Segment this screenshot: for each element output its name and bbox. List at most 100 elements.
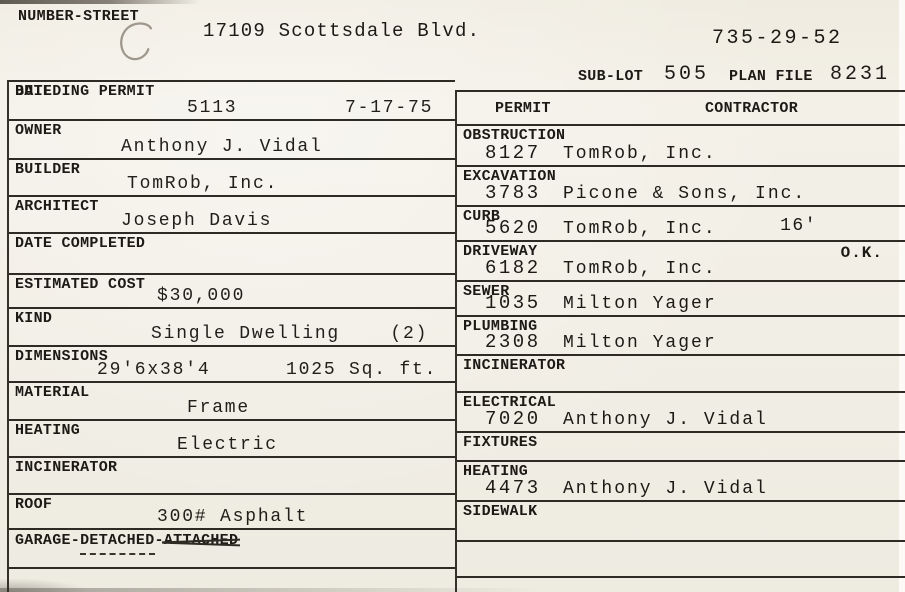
sublot-planfile-row: SUB-LOT 505 PLAN FILE 8231 xyxy=(0,63,905,89)
file-number: 735-29-52 xyxy=(712,27,843,50)
sub-lot-label: SUB-LOT xyxy=(578,68,644,85)
row-kind: KIND Single Dwelling (2) xyxy=(9,307,455,345)
scan-corner-smudge xyxy=(0,578,90,592)
row-curb: CURB 5620 TomRob, Inc. 16' xyxy=(457,205,905,240)
number-street-label: NUMBER-STREET xyxy=(18,8,139,25)
row-garage: GARAGE-DETACHED-ATTACHED xyxy=(9,528,455,567)
kind-value: Single Dwelling (2) xyxy=(151,324,429,344)
sewer-label: SEWER xyxy=(463,283,510,300)
row-estimated-cost: ESTIMATED COST $30,000 xyxy=(9,273,455,307)
left-column: BUILDING PERMIT DATE 5113 7-17-75 OWNER … xyxy=(7,80,455,592)
contractor-column-header: CONTRACTOR xyxy=(705,100,799,117)
row-fixtures: FIXTURES xyxy=(457,431,905,460)
material-value: Frame xyxy=(187,398,251,418)
heating-value: Electric xyxy=(177,435,278,455)
heating-label: HEATING xyxy=(15,422,81,439)
row-right-spacer xyxy=(457,576,905,592)
row-obstruction: OBSTRUCTION 8127 TomRob, Inc. xyxy=(457,124,905,165)
driveway-permit-number: 6182 xyxy=(485,257,541,279)
date-label: DATE xyxy=(15,83,53,100)
plumbing-contractor: Milton Yager xyxy=(563,333,717,353)
roof-value: 300# Asphalt xyxy=(157,507,309,527)
electrical-permit-number: 7020 xyxy=(485,408,541,430)
permit-date-value: 7-17-75 xyxy=(345,98,434,118)
row-driveway: DRIVEWAY 6182 TomRob, Inc. O.K. xyxy=(457,240,905,280)
estimated-cost-value: $30,000 xyxy=(157,286,246,306)
driveway-contractor: TomRob, Inc. xyxy=(563,259,717,279)
handwritten-c-mark xyxy=(120,22,152,61)
row-sidewalk: SIDEWALK xyxy=(457,500,905,540)
scan-edge-right xyxy=(899,0,905,592)
builder-label: BUILDER xyxy=(15,161,81,178)
scan-edge-top xyxy=(0,0,200,4)
garage-prefix: GARAGE- xyxy=(15,532,81,549)
kind-label: KIND xyxy=(15,310,53,327)
row-building-permit: BUILDING PERMIT DATE 5113 7-17-75 xyxy=(9,80,455,119)
owner-label: OWNER xyxy=(15,122,62,139)
row-incinerator-right: INCINERATOR xyxy=(457,354,905,391)
architect-value: Joseph Davis xyxy=(121,211,273,231)
owner-value: Anthony J. Vidal xyxy=(121,137,323,157)
material-label: MATERIAL xyxy=(15,384,90,401)
row-material: MATERIAL Frame xyxy=(9,381,455,419)
row-heating: HEATING Electric xyxy=(9,419,455,456)
plumbing-permit-number: 2308 xyxy=(485,331,541,353)
excavation-label: EXCAVATION xyxy=(463,168,557,185)
garage-label: GARAGE-DETACHED-ATTACHED xyxy=(15,532,239,555)
excavation-contractor: Picone & Sons, Inc. xyxy=(563,184,807,204)
sidewalk-label: SIDEWALK xyxy=(463,503,538,520)
garage-attached-struck: ATTACHED xyxy=(163,532,239,549)
permit-column-header: PERMIT xyxy=(495,100,551,117)
obstruction-contractor: TomRob, Inc. xyxy=(563,144,717,164)
heating-right-label: HEATING xyxy=(463,463,529,480)
plan-file-value: 8231 xyxy=(830,63,891,86)
heating-right-contractor: Anthony J. Vidal xyxy=(563,479,768,499)
obstruction-label: OBSTRUCTION xyxy=(463,127,566,144)
electrical-contractor: Anthony J. Vidal xyxy=(563,410,768,430)
scan-edge-bottom xyxy=(0,588,543,592)
row-owner: OWNER Anthony J. Vidal xyxy=(9,119,455,158)
sewer-permit-number: 1035 xyxy=(485,292,541,314)
curb-contractor: TomRob, Inc. xyxy=(563,219,717,239)
row-builder: BUILDER TomRob, Inc. xyxy=(9,158,455,195)
dimensions-value: 29'6x38'4 1025 Sq. ft. xyxy=(97,360,438,380)
excavation-permit-number: 3783 xyxy=(485,182,541,204)
row-plumbing: PLUMBING 2308 Milton Yager xyxy=(457,315,905,354)
garage-detached-option: DETACHED xyxy=(80,532,155,555)
building-permit-label: BUILDING PERMIT xyxy=(15,83,155,100)
plan-file-label: PLAN FILE xyxy=(729,68,813,85)
curb-label: CURB xyxy=(463,208,501,225)
estimated-cost-label: ESTIMATED COST xyxy=(15,276,146,293)
dimensions-label: DIMENSIONS xyxy=(15,348,109,365)
row-architect: ARCHITECT Joseph Davis xyxy=(9,195,455,232)
row-date-completed: DATE COMPLETED xyxy=(9,232,455,273)
heating-right-permit-number: 4473 xyxy=(485,477,541,499)
row-right-empty xyxy=(457,540,905,576)
plumbing-label: PLUMBING xyxy=(463,318,538,335)
row-excavation: EXCAVATION 3783 Picone & Sons, Inc. xyxy=(457,165,905,205)
curb-permit-number: 5620 xyxy=(485,217,541,239)
incinerator-right-label: INCINERATOR xyxy=(463,357,566,374)
sewer-contractor: Milton Yager xyxy=(563,294,717,314)
right-column: PERMIT CONTRACTOR OBSTRUCTION 8127 TomRo… xyxy=(455,90,905,592)
electrical-label: ELECTRICAL xyxy=(463,394,557,411)
row-left-spacer xyxy=(9,567,455,592)
curb-note: 16' xyxy=(780,216,817,236)
row-electrical: ELECTRICAL 7020 Anthony J. Vidal xyxy=(457,391,905,431)
garage-separator: - xyxy=(154,532,164,549)
row-heating-right: HEATING 4473 Anthony J. Vidal xyxy=(457,460,905,500)
row-roof: ROOF 300# Asphalt xyxy=(9,493,455,528)
obstruction-permit-number: 8127 xyxy=(485,142,541,164)
row-dimensions: DIMENSIONS 29'6x38'4 1025 Sq. ft. xyxy=(9,345,455,381)
row-sewer: SEWER 1035 Milton Yager xyxy=(457,280,905,315)
street-address: 17109 Scottsdale Blvd. xyxy=(203,20,481,42)
roof-label: ROOF xyxy=(15,496,53,513)
building-permit-number: 5113 xyxy=(187,98,238,118)
driveway-label: DRIVEWAY xyxy=(463,243,538,260)
fixtures-label: FIXTURES xyxy=(463,434,538,451)
right-column-header: PERMIT CONTRACTOR xyxy=(457,90,905,124)
driveway-ok-note: O.K. xyxy=(840,244,883,262)
date-completed-label: DATE COMPLETED xyxy=(15,235,146,252)
incinerator-label: INCINERATOR xyxy=(15,459,118,476)
